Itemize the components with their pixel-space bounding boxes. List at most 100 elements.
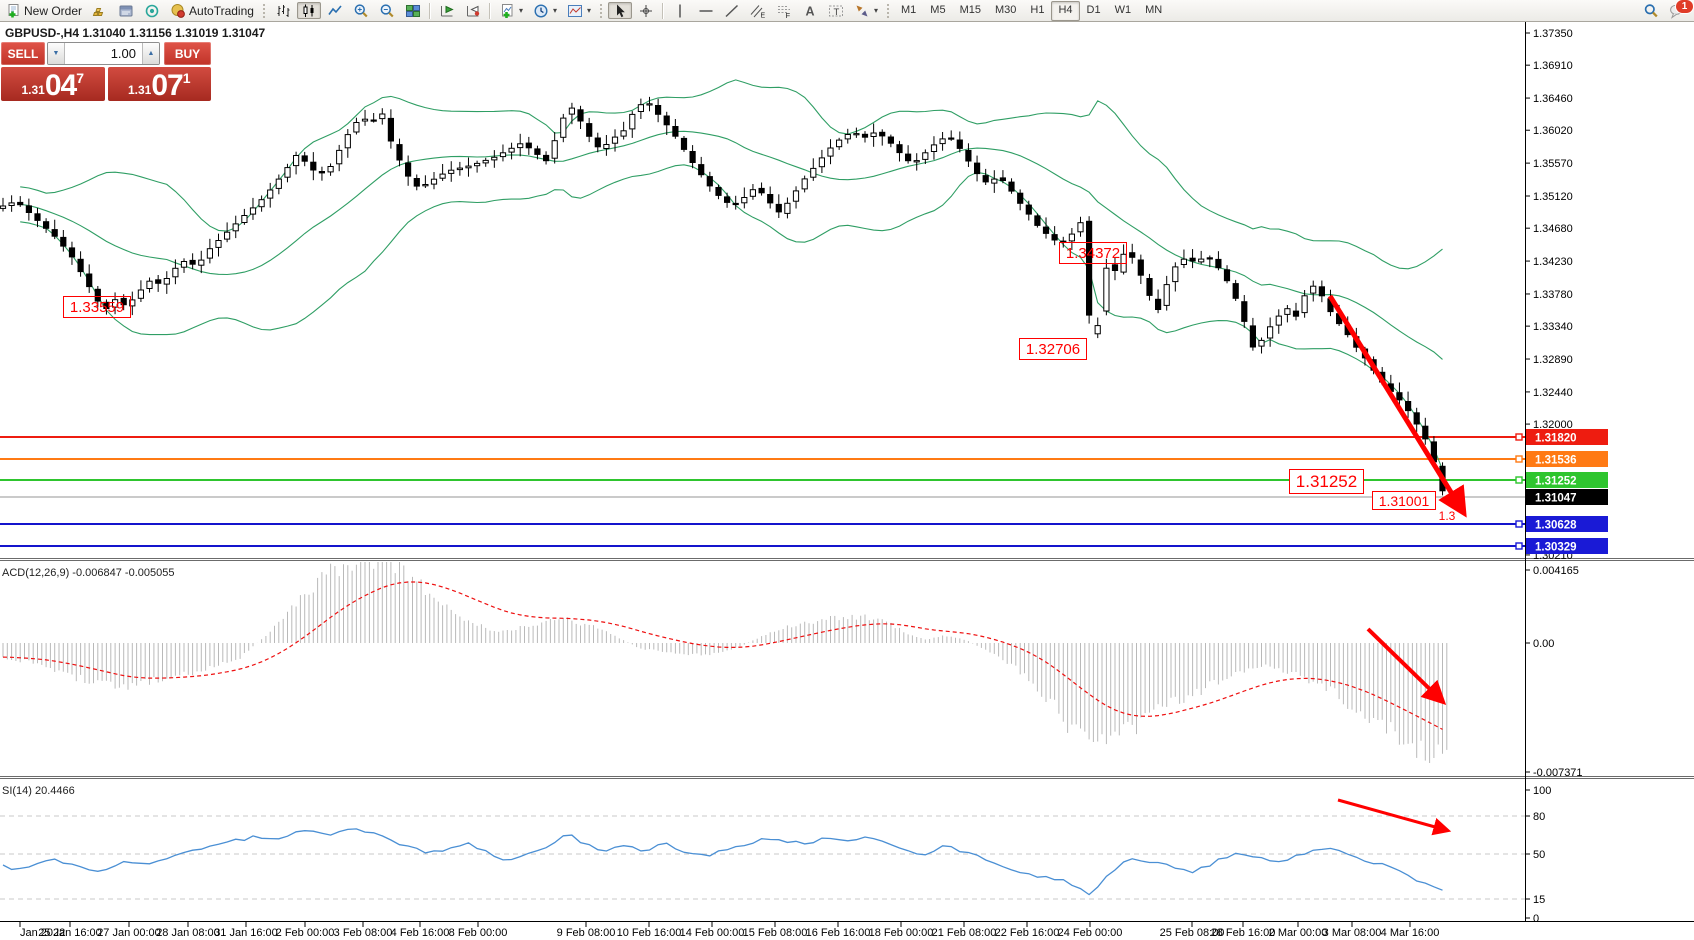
- text-button[interactable]: A: [798, 2, 822, 19]
- price-tag-1.31536: 1.31536: [1515, 451, 1608, 467]
- toolbar-separator: [428, 2, 431, 19]
- toolbar-separator: [488, 2, 491, 19]
- timeframe-m15-button[interactable]: M15: [959, 3, 981, 16]
- rsi-pane[interactable]: [0, 798, 1525, 900]
- toolbar-drag-handle[interactable]: [599, 2, 604, 19]
- auto-scroll-button[interactable]: [461, 2, 485, 19]
- horizontal-line-button[interactable]: [694, 2, 718, 19]
- arrows-button[interactable]: ▾: [850, 2, 882, 19]
- sell-button[interactable]: SELL: [1, 42, 45, 65]
- autotrading-button[interactable]: AutoTrading: [166, 2, 258, 19]
- svg-text:1.34230: 1.34230: [1533, 256, 1573, 268]
- volume-increase-button[interactable]: ▲: [142, 43, 159, 64]
- bid-price-panel[interactable]: 1.31 04 7: [1, 67, 105, 101]
- fibo-icon: F: [778, 5, 791, 19]
- svg-text:1.36460: 1.36460: [1533, 93, 1573, 105]
- bar-chart-button[interactable]: [271, 2, 295, 19]
- chart-shift-button[interactable]: [435, 2, 459, 19]
- bollinger-upper-band[interactable]: [20, 79, 1443, 270]
- rsi-line[interactable]: [2, 828, 1443, 896]
- bollinger-lower-band[interactable]: [20, 164, 1444, 470]
- ask-price-big: 07: [151, 69, 183, 102]
- svg-text:0.004165: 0.004165: [1533, 565, 1579, 577]
- template-icon: [567, 4, 582, 17]
- volume-value[interactable]: 1.00: [110, 46, 136, 61]
- timeframe-m5-button[interactable]: M5: [930, 3, 946, 16]
- timeframe-mn-button[interactable]: MN: [1145, 3, 1163, 16]
- toolbar-drag-handle[interactable]: [261, 2, 267, 19]
- trendline-button[interactable]: [720, 2, 744, 19]
- clock-icon: [534, 3, 548, 18]
- deposit-button[interactable]: [88, 2, 112, 19]
- chart-price-label[interactable]: 1.31001: [1372, 491, 1436, 510]
- toolbar-drag-handle[interactable]: [886, 2, 892, 19]
- price-tag-1.30628: 1.30628: [1515, 516, 1608, 532]
- svg-text:16 Feb 16:00: 16 Feb 16:00: [806, 927, 871, 939]
- templates-button[interactable]: ▾: [563, 2, 595, 19]
- svg-text:50: 50: [1533, 849, 1545, 861]
- svg-text:1.31047: 1.31047: [1535, 493, 1577, 505]
- timeframe-m1-button[interactable]: M1: [901, 3, 917, 16]
- dropdown-caret-icon[interactable]: ▾: [518, 6, 523, 15]
- line-chart-button[interactable]: [323, 2, 347, 19]
- chart-price-label[interactable]: 1.3: [1438, 509, 1456, 523]
- chart-price-label[interactable]: 1.32706: [1019, 338, 1087, 360]
- crosshair-button[interactable]: [634, 2, 658, 19]
- shift-icon: [440, 5, 454, 16]
- zoom-in-button[interactable]: [349, 2, 373, 19]
- timeframe-d1-button[interactable]: D1: [1086, 3, 1101, 16]
- zoom-out-button[interactable]: [375, 2, 399, 19]
- dropdown-caret-icon[interactable]: ▾: [586, 6, 591, 15]
- volume-decrease-button[interactable]: ▼: [48, 43, 65, 64]
- svg-text:3 Feb 08:00: 3 Feb 08:00: [334, 927, 393, 939]
- dropdown-caret-icon[interactable]: ▾: [552, 6, 557, 15]
- svg-text:1.30329: 1.30329: [1535, 542, 1577, 554]
- trend-arrow-macd[interactable]: [1366, 627, 1447, 706]
- trend-arrow-rsi[interactable]: [1337, 798, 1452, 836]
- macd-pane[interactable]: [2, 552, 1448, 763]
- svg-text:15 Feb 08:00: 15 Feb 08:00: [743, 927, 808, 939]
- svg-text:9 Feb 08:00: 9 Feb 08:00: [557, 927, 616, 939]
- search-button[interactable]: [1639, 2, 1663, 19]
- signal-icon: [145, 4, 159, 17]
- new-chart-button[interactable]: ▾: [495, 2, 527, 19]
- signals-button[interactable]: [140, 2, 164, 19]
- ask-price-panel[interactable]: 1.31 07 1: [107, 67, 211, 102]
- svg-text:-0.007371: -0.007371: [1533, 767, 1583, 779]
- tile-windows-button[interactable]: [401, 2, 425, 19]
- volume-stepper[interactable]: ▼ 1.00 ▲: [47, 42, 160, 65]
- timeframe-h4-button[interactable]: H4: [1051, 0, 1080, 21]
- svg-text:1.37350: 1.37350: [1533, 28, 1573, 40]
- bollinger-middle-band[interactable]: [20, 130, 1443, 360]
- candlestick-chart-button[interactable]: [296, 2, 321, 19]
- dropdown-caret-icon[interactable]: ▾: [874, 6, 879, 15]
- equidistant-channel-button[interactable]: E: [746, 2, 770, 19]
- timeframe-h1-button[interactable]: H1: [1030, 3, 1045, 16]
- main-price-pane[interactable]: [0, 79, 1525, 547]
- trend-arrow-main[interactable]: [1327, 294, 1467, 518]
- zoom-out-icon: [380, 3, 394, 17]
- vertical-line-button[interactable]: [668, 2, 692, 19]
- timeframe-m30-button[interactable]: M30: [994, 3, 1017, 16]
- chart-price-label[interactable]: 1.33559: [63, 296, 131, 318]
- autotrading-button-label: AutoTrading: [189, 3, 254, 18]
- svg-text:25 Feb 08:00: 25 Feb 08:00: [1160, 927, 1225, 939]
- timeframe-w1-button[interactable]: W1: [1114, 3, 1132, 16]
- chart-price-label[interactable]: 1.34372: [1059, 242, 1127, 264]
- periods-button[interactable]: ▾: [529, 2, 561, 19]
- metaeditor-button[interactable]: [114, 2, 138, 19]
- svg-text:1.33340: 1.33340: [1533, 321, 1573, 333]
- notifications-button[interactable]: 1: [1665, 0, 1694, 19]
- cursor-button[interactable]: [608, 2, 632, 19]
- new-order-button[interactable]: New Order: [1, 2, 86, 19]
- fibonacci-button[interactable]: F: [772, 2, 796, 19]
- svg-text:E: E: [761, 12, 766, 19]
- text-label-button[interactable]: T: [824, 2, 848, 19]
- svg-text:A: A: [806, 4, 815, 18]
- chart-price-label[interactable]: 1.31252: [1289, 469, 1364, 494]
- price-tag-1.31252: 1.31252: [1515, 472, 1608, 488]
- buy-button[interactable]: BUY: [164, 42, 211, 65]
